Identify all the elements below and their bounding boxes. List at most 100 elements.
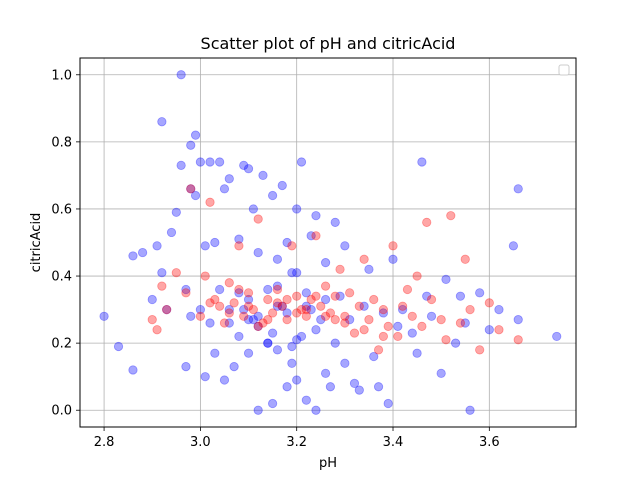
- scatter-point: [171, 268, 181, 278]
- scatter-point: [301, 395, 311, 405]
- scatter-point: [465, 304, 475, 315]
- scatter-point: [306, 231, 316, 241]
- scatter-point: [383, 398, 393, 409]
- scatter-point: [373, 345, 384, 355]
- scatter-point: [243, 301, 254, 311]
- scatter-point: [364, 264, 374, 274]
- scatter-point: [200, 241, 210, 251]
- axes-frame: [79, 57, 577, 428]
- scatter-point: [369, 351, 379, 362]
- scatter-point: [340, 358, 350, 368]
- scatter-point: [320, 258, 331, 268]
- scatter-point: [152, 325, 162, 335]
- scatter-point: [243, 288, 254, 298]
- y-tick-label: 0.0: [51, 404, 72, 419]
- scatter-point: [243, 315, 254, 325]
- scatter-point: [301, 304, 311, 315]
- scatter-point: [398, 301, 408, 311]
- x-axis-label: pH: [319, 456, 337, 471]
- x-tick-label: 2.8: [94, 435, 115, 450]
- y-axis-label: citricAcid: [29, 213, 44, 273]
- scatter-point: [210, 348, 220, 358]
- scatter-point: [301, 311, 311, 321]
- scatter-point: [292, 375, 302, 385]
- scatter-point: [219, 184, 230, 194]
- scatter-point: [128, 365, 138, 375]
- scatter-point: [349, 328, 360, 338]
- scatter-point: [253, 311, 263, 321]
- y-tick-label: 0.6: [51, 202, 72, 217]
- scatter-point: [200, 271, 210, 281]
- scatter-point: [215, 284, 225, 295]
- scatter-point: [248, 304, 258, 315]
- scatter-point: [162, 304, 172, 315]
- scatter-point: [205, 318, 215, 328]
- scatter-point: [402, 284, 413, 295]
- scatter-point: [311, 291, 321, 301]
- scatter-point: [292, 268, 302, 278]
- scatter-point: [359, 254, 369, 264]
- scatter-point: [138, 247, 148, 258]
- scatter-point: [412, 271, 422, 281]
- scatter-point: [340, 241, 350, 251]
- scatter-point: [359, 301, 369, 311]
- scatter-point: [378, 308, 388, 318]
- scatter-point: [263, 338, 273, 348]
- scatter-point: [234, 241, 244, 251]
- x-tick-label: 3.4: [383, 435, 404, 450]
- scatter-point: [316, 301, 326, 311]
- scatter-point: [258, 170, 268, 181]
- scatter-point: [272, 284, 283, 295]
- scatter-point: [215, 157, 225, 167]
- scatter-point: [484, 325, 494, 335]
- scatter-point: [190, 130, 201, 140]
- scatter-point: [330, 217, 340, 227]
- axis-ticks: 2.8 3.0 3.2 3.4 3.6 0.0 0.2 0.4 0.6 0.8 1.0: [51, 68, 499, 450]
- scatter-point: [224, 174, 234, 184]
- scatter-point: [311, 405, 321, 415]
- scatter-point: [171, 207, 181, 217]
- scatter-point: [272, 298, 283, 308]
- scatter-point: [147, 315, 157, 325]
- scatter-point: [147, 294, 157, 305]
- scatter-point: [316, 315, 326, 325]
- scatter-point: [320, 311, 331, 321]
- data-points: [99, 70, 562, 415]
- scatter-point: [253, 247, 263, 258]
- scatter-point: [460, 318, 470, 328]
- scatter-point: [552, 331, 562, 342]
- scatter-point: [239, 160, 249, 170]
- scatter-point: [441, 274, 451, 284]
- scatter-point: [465, 405, 475, 415]
- y-tick-label: 0.2: [51, 337, 72, 352]
- scatter-point: [253, 321, 263, 331]
- scatter-point: [152, 241, 162, 251]
- scatter-point: [407, 328, 417, 338]
- scatter-point: [253, 321, 263, 331]
- scatter-point: [99, 311, 109, 321]
- scatter-point: [268, 398, 278, 409]
- scatter-point: [181, 284, 191, 295]
- scatter-point: [166, 227, 177, 238]
- scatter-point: [301, 288, 311, 298]
- y-tick-label: 0.4: [51, 270, 72, 285]
- scatter-point: [388, 254, 398, 264]
- scatter-point: [513, 184, 523, 194]
- scatter-point: [422, 217, 432, 227]
- scatter-point: [475, 345, 485, 355]
- scatter-point: [388, 241, 398, 251]
- y-tick-label: 0.8: [51, 135, 72, 150]
- scatter-point: [205, 298, 215, 308]
- scatter-point: [393, 331, 403, 342]
- scatter-point: [494, 304, 504, 315]
- scatter-point: [287, 268, 297, 278]
- scatter-point: [513, 335, 523, 345]
- scatter-point: [128, 251, 138, 261]
- scatter-point: [301, 301, 311, 311]
- scatter-point: [282, 382, 292, 392]
- scatter-point: [441, 335, 451, 345]
- scatter-point: [325, 382, 336, 392]
- scatter-point: [243, 164, 254, 174]
- scatter-point: [513, 315, 523, 325]
- scatter-point: [378, 304, 388, 315]
